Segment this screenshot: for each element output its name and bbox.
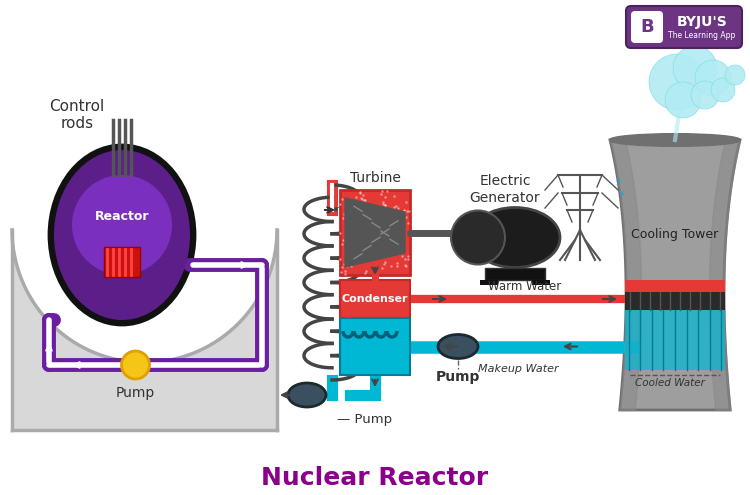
Text: BYJU'S: BYJU'S	[676, 15, 728, 29]
Text: Control
rods: Control rods	[50, 99, 104, 131]
Bar	[532, 280, 550, 285]
Text: Makeup Water: Makeup Water	[478, 363, 559, 374]
Text: Electric
Generator: Electric Generator	[470, 174, 540, 204]
Circle shape	[711, 78, 735, 102]
Bar	[340, 318, 410, 375]
Circle shape	[122, 351, 149, 379]
Circle shape	[72, 175, 172, 275]
Text: Turbine: Turbine	[350, 171, 400, 185]
Text: The Learning App: The Learning App	[668, 31, 736, 40]
Ellipse shape	[288, 383, 326, 407]
Text: Cooling Tower: Cooling Tower	[632, 228, 718, 241]
Text: Warm Water: Warm Water	[488, 281, 562, 294]
Text: Cooled Water: Cooled Water	[635, 378, 705, 388]
Polygon shape	[610, 140, 740, 410]
Text: Condenser: Condenser	[342, 294, 408, 304]
Ellipse shape	[610, 134, 740, 146]
Text: B: B	[640, 18, 654, 36]
Bar	[625, 280, 725, 292]
Bar	[480, 280, 498, 285]
Bar	[340, 190, 410, 275]
Text: Reactor: Reactor	[94, 210, 149, 224]
Bar	[340, 280, 410, 318]
Circle shape	[451, 210, 505, 264]
Circle shape	[725, 65, 745, 85]
Text: Pump: Pump	[436, 369, 480, 384]
Circle shape	[649, 54, 705, 110]
Circle shape	[695, 60, 731, 96]
Polygon shape	[345, 198, 405, 267]
Ellipse shape	[470, 207, 560, 267]
Text: ⚡: ⚡	[614, 177, 622, 187]
Text: Pump: Pump	[116, 386, 155, 400]
FancyBboxPatch shape	[626, 6, 742, 48]
Circle shape	[691, 81, 719, 109]
Text: Nuclear Reactor: Nuclear Reactor	[262, 466, 488, 490]
Circle shape	[665, 82, 701, 118]
Bar	[625, 310, 725, 370]
Bar	[104, 247, 140, 277]
Bar	[625, 292, 725, 310]
Circle shape	[673, 46, 717, 90]
Ellipse shape	[438, 335, 478, 358]
Text: — Pump: — Pump	[337, 413, 392, 427]
Bar	[485, 267, 545, 280]
FancyBboxPatch shape	[631, 11, 663, 43]
Polygon shape	[12, 230, 277, 430]
Ellipse shape	[49, 145, 195, 325]
Ellipse shape	[54, 150, 190, 320]
Text: ⚡: ⚡	[619, 189, 626, 199]
